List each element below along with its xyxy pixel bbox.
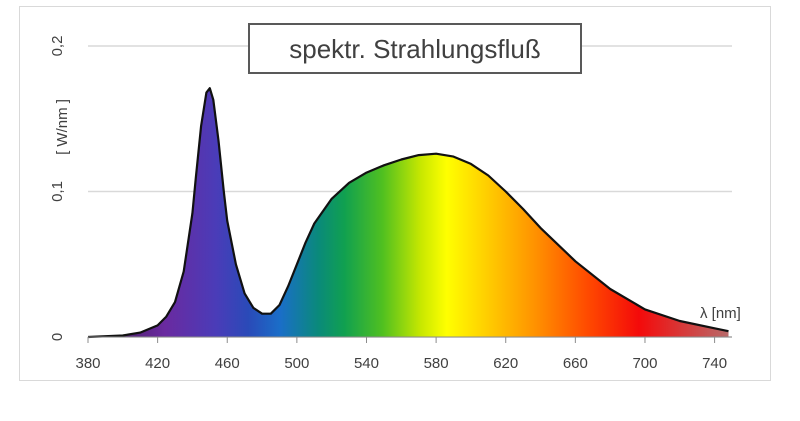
- x-tick-label: 420: [145, 355, 170, 372]
- y-tick-label: 0: [49, 333, 66, 341]
- plot-area: [87, 87, 729, 339]
- y-tick-label: 0,2: [49, 36, 66, 57]
- x-tick-label: 380: [75, 355, 100, 372]
- y-axis-label: [ W/nm ]: [54, 99, 71, 155]
- chart-title: spektr. Strahlungsfluß: [289, 34, 540, 64]
- spectrum-line: [87, 87, 729, 339]
- chart-title-box: spektr. Strahlungsfluß: [248, 23, 582, 74]
- x-tick-label: 580: [424, 355, 449, 372]
- x-axis-label: λ [nm]: [700, 305, 741, 322]
- y-tick-label: 0,1: [49, 181, 66, 202]
- x-tick-label: 740: [702, 355, 727, 372]
- x-tick-label: 460: [215, 355, 240, 372]
- x-tick-label: 660: [563, 355, 588, 372]
- x-tick-label: 540: [354, 355, 379, 372]
- x-tick-label: 620: [493, 355, 518, 372]
- x-tick-label: 700: [632, 355, 657, 372]
- spectrum-chart: 380 420 460 500 540 580 620 660 700 740 0 0,1 0,2 λ…: [49, 23, 741, 372]
- spectrum-area: [88, 88, 729, 337]
- chart-frame: 380 420 460 500 540 580 620 660 700 740 0 0,1 0,2 λ…: [19, 6, 771, 381]
- y-axis-ticks: 0 0,1 0,2: [49, 36, 66, 342]
- x-axis-ticks: 380 420 460 500 540 580 620 660 700 740: [75, 336, 732, 372]
- x-tick-label: 500: [284, 355, 309, 372]
